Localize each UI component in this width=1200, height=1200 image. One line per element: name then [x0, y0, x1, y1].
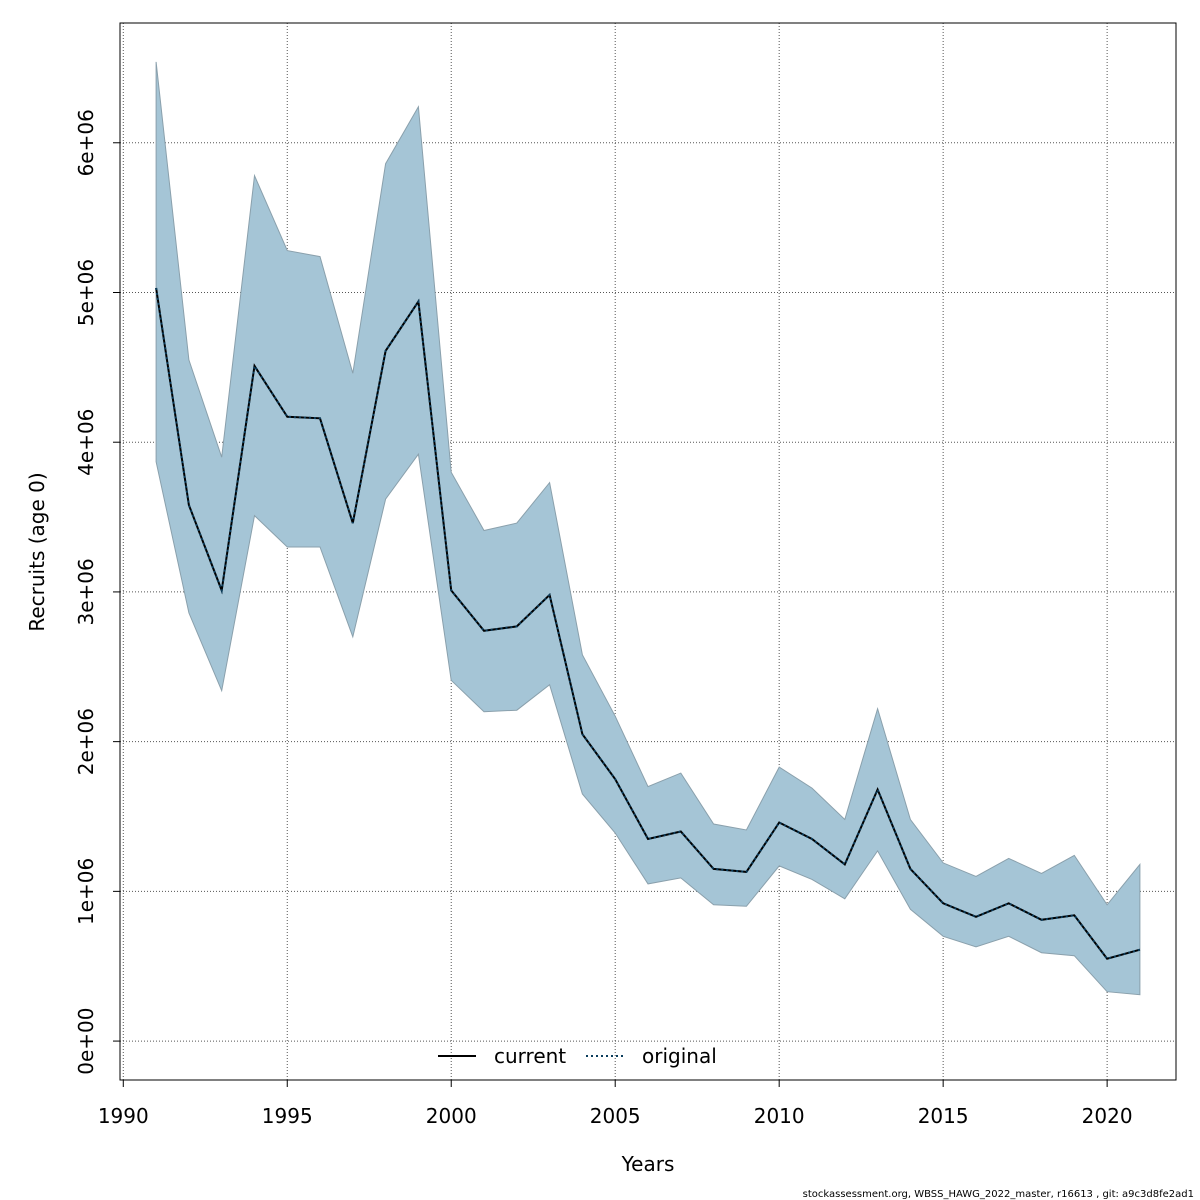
x-tick-label-1990: 1990 — [98, 1104, 149, 1128]
legend: current original — [438, 1044, 717, 1068]
x-tick-label-2005: 2005 — [590, 1104, 641, 1128]
confidence-band-layer — [155, 61, 1141, 996]
y-tick-label-0e+00: 0e+00 — [74, 1007, 98, 1074]
legend-original-label: original — [642, 1044, 717, 1068]
y-tick-label-3e+06: 3e+06 — [74, 558, 98, 625]
series-line-original — [155, 287, 1141, 960]
y-tick-label-1e+06: 1e+06 — [74, 858, 98, 925]
y-tick-label-6e+06: 6e+06 — [74, 109, 98, 176]
y-tick-label-4e+06: 4e+06 — [74, 409, 98, 476]
x-axis-title: Years — [621, 1152, 675, 1176]
footer-credit: stockassessment.org, WBSS_HAWG_2022_mast… — [803, 1189, 1194, 1200]
x-tick-label-2020: 2020 — [1082, 1104, 1133, 1128]
x-tick-label-2000: 2000 — [426, 1104, 477, 1128]
axes: 1990 1995 2000 2005 2010 2015 2020 0e+00 1e+06 2e… — [74, 109, 1133, 1128]
y-tick-label-5e+06: 5e+06 — [74, 259, 98, 326]
y-axis-title: Recruits (age 0) — [25, 472, 49, 631]
x-tick-label-2010: 2010 — [754, 1104, 805, 1128]
x-tick-label-1995: 1995 — [262, 1104, 313, 1128]
legend-current-label: current — [494, 1044, 566, 1068]
series-lines — [155, 287, 1141, 960]
y-tick-label-2e+06: 2e+06 — [74, 708, 98, 775]
x-tick-label-2015: 2015 — [918, 1104, 969, 1128]
confidence-band — [155, 61, 1141, 996]
